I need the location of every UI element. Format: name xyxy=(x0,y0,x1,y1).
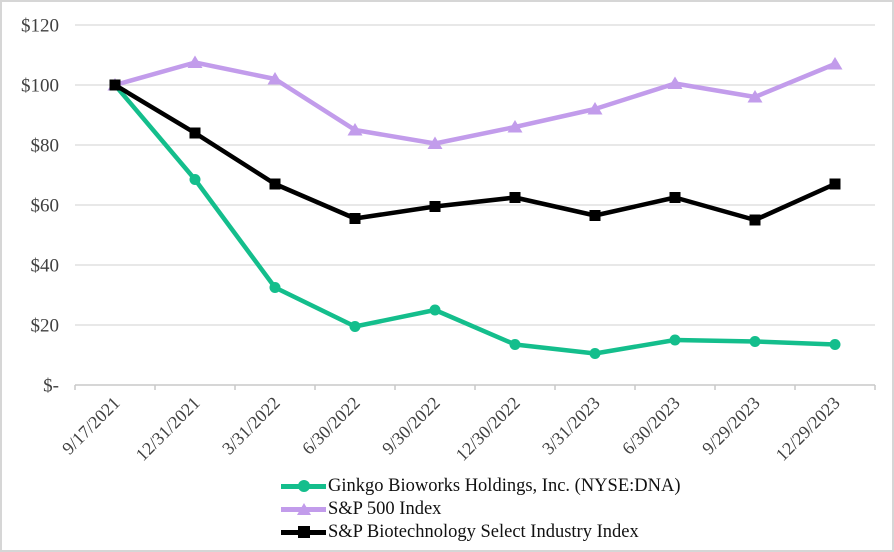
legend-item: S&P Biotechnology Select Industry Index xyxy=(281,521,681,543)
chart-legend: Ginkgo Bioworks Holdings, Inc. (NYSE:DNA… xyxy=(281,475,681,543)
data-point-marker xyxy=(829,339,841,350)
data-point-marker xyxy=(589,348,601,359)
x-axis-label: 9/30/2022 xyxy=(378,393,444,459)
data-point-marker xyxy=(269,282,281,293)
data-point-marker xyxy=(669,192,681,203)
x-axis-label: 3/31/2022 xyxy=(218,393,284,459)
data-point-marker xyxy=(347,123,363,136)
y-axis-label: $- xyxy=(43,376,59,397)
data-point-marker xyxy=(507,120,523,133)
data-point-marker xyxy=(189,174,201,185)
data-point-marker xyxy=(749,336,761,347)
data-point-marker xyxy=(269,178,281,190)
data-point-marker xyxy=(749,214,761,226)
data-point-marker xyxy=(109,79,121,91)
legend-circle-marker-icon xyxy=(281,478,326,494)
legend-item: Ginkgo Bioworks Holdings, Inc. (NYSE:DNA… xyxy=(281,475,681,497)
data-point-marker xyxy=(349,213,361,224)
data-point-marker xyxy=(589,210,601,221)
data-point-marker xyxy=(827,57,843,70)
data-point-marker xyxy=(427,136,443,149)
data-point-marker xyxy=(349,321,361,332)
y-axis-label: $40 xyxy=(31,256,60,277)
data-point-marker xyxy=(587,102,603,115)
x-axis-label: 12/29/2023 xyxy=(772,393,844,465)
y-axis-label: $60 xyxy=(31,196,60,217)
x-axis-label: 12/30/2022 xyxy=(452,393,524,465)
data-point-marker xyxy=(509,192,521,203)
legend-label: S&P 500 Index xyxy=(328,499,442,519)
series-line xyxy=(112,82,838,356)
legend-label: S&P Biotechnology Select Industry Index xyxy=(328,522,639,542)
data-point-marker xyxy=(187,55,203,68)
x-axis-label: 6/30/2022 xyxy=(298,393,364,459)
legend-item: S&P 500 Index xyxy=(281,498,681,520)
data-point-marker xyxy=(747,90,763,103)
x-axis-label: 9/17/2021 xyxy=(58,393,124,459)
data-point-marker xyxy=(667,76,683,89)
data-point-marker xyxy=(509,339,521,350)
y-axis-label: $120 xyxy=(21,16,59,37)
data-point-marker xyxy=(189,127,201,139)
x-axis-label: 3/31/2023 xyxy=(538,393,604,459)
data-point-marker xyxy=(829,178,841,190)
data-point-marker xyxy=(429,201,441,212)
legend-label: Ginkgo Bioworks Holdings, Inc. (NYSE:DNA… xyxy=(328,476,681,496)
data-point-marker xyxy=(429,304,441,316)
series-line xyxy=(112,82,838,223)
x-axis-label: 6/30/2023 xyxy=(618,393,684,459)
x-axis-label: 9/29/2023 xyxy=(698,393,764,459)
x-axis-label: 12/31/2021 xyxy=(132,393,204,465)
data-point-marker xyxy=(267,72,283,85)
y-axis-label: $100 xyxy=(21,76,59,97)
legend-square-marker-icon xyxy=(281,524,326,540)
series-line xyxy=(112,60,838,146)
data-point-marker xyxy=(669,334,681,346)
y-axis-label: $80 xyxy=(31,136,60,157)
legend-triangle-marker-icon xyxy=(281,501,326,517)
y-axis-label: $20 xyxy=(31,316,60,337)
